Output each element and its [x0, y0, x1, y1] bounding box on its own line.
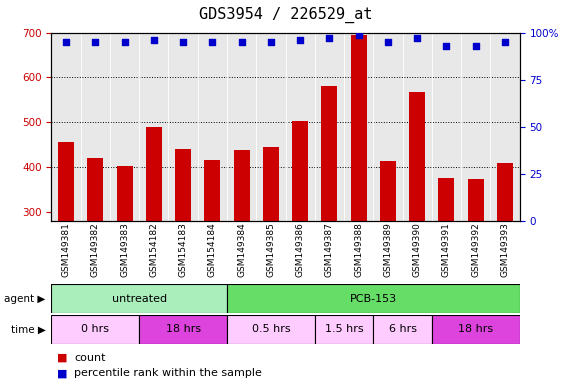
Text: untreated: untreated	[111, 293, 167, 304]
Bar	[432, 315, 520, 344]
Point	[208, 39, 217, 45]
Text: 18 hrs: 18 hrs	[166, 324, 200, 334]
Bar	[292, 121, 308, 221]
Bar	[373, 315, 432, 344]
Text: PCB-153: PCB-153	[349, 293, 397, 304]
Text: ■: ■	[57, 368, 67, 378]
Bar	[321, 86, 337, 221]
Point	[91, 39, 100, 45]
Bar	[439, 178, 455, 221]
Bar	[51, 315, 139, 344]
Text: count: count	[74, 353, 106, 363]
Text: agent ▶: agent ▶	[5, 293, 46, 304]
Point	[413, 35, 422, 41]
Text: 0.5 hrs: 0.5 hrs	[252, 324, 290, 334]
Text: time ▶: time ▶	[11, 324, 46, 334]
Bar	[234, 151, 250, 221]
Bar	[227, 315, 315, 344]
Text: ■: ■	[57, 353, 67, 363]
Bar	[58, 142, 74, 221]
Point	[149, 37, 158, 43]
Text: 1.5 hrs: 1.5 hrs	[325, 324, 363, 334]
Point	[500, 39, 509, 45]
Bar	[175, 149, 191, 221]
Bar	[116, 166, 132, 221]
Bar	[468, 179, 484, 221]
Bar	[315, 315, 373, 344]
Text: 18 hrs: 18 hrs	[458, 324, 493, 334]
Point	[442, 43, 451, 49]
Bar	[227, 284, 520, 313]
Point	[266, 39, 275, 45]
Bar	[87, 158, 103, 221]
Point	[237, 39, 246, 45]
Text: 6 hrs: 6 hrs	[388, 324, 417, 334]
Text: GDS3954 / 226529_at: GDS3954 / 226529_at	[199, 7, 372, 23]
Text: 0 hrs: 0 hrs	[81, 324, 109, 334]
Point	[354, 31, 363, 38]
Point	[325, 35, 334, 41]
Bar	[497, 162, 513, 221]
Bar	[51, 284, 227, 313]
Bar	[351, 35, 367, 221]
Bar	[380, 161, 396, 221]
Point	[62, 39, 71, 45]
Bar	[139, 315, 227, 344]
Bar	[409, 92, 425, 221]
Bar	[204, 161, 220, 221]
Point	[471, 43, 480, 49]
Text: percentile rank within the sample: percentile rank within the sample	[74, 368, 262, 378]
Point	[296, 37, 305, 43]
Point	[179, 39, 188, 45]
Bar	[263, 147, 279, 221]
Bar	[146, 127, 162, 221]
Point	[383, 39, 392, 45]
Point	[120, 39, 129, 45]
